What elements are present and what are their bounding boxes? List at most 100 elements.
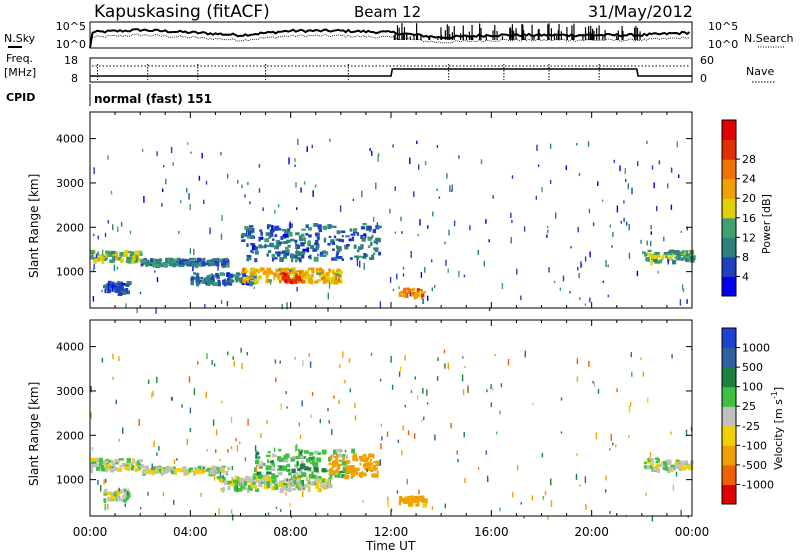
data-cell: [153, 466, 158, 471]
data-cell: [132, 459, 136, 464]
data-cell: [250, 482, 254, 487]
data-cell: [212, 419, 215, 426]
data-cell: [671, 354, 673, 359]
data-cell: [196, 272, 199, 276]
data-cell: [239, 479, 244, 483]
data-cell: [421, 496, 425, 499]
data-cell: [296, 444, 298, 451]
data-cell: [398, 371, 401, 377]
data-cell: [516, 268, 518, 275]
data-cell: [420, 272, 423, 278]
data-cell: [675, 461, 679, 465]
data-cell: [167, 257, 171, 262]
data-cell: [289, 503, 291, 507]
data-cell: [107, 287, 112, 290]
data-cell: [377, 461, 381, 466]
data-cell: [682, 253, 686, 256]
data-cell: [353, 457, 358, 461]
data-cell: [404, 355, 406, 361]
data-cell: [101, 357, 104, 363]
data-cell: [287, 272, 292, 275]
data-cell: [647, 466, 653, 469]
data-cell: [649, 253, 653, 258]
data-cell: [499, 410, 501, 415]
data-cell: [270, 463, 274, 468]
data-cell: [293, 480, 297, 485]
data-cell: [381, 436, 383, 441]
data-cell: [106, 463, 111, 467]
data-cell: [299, 483, 304, 488]
data-cell: [90, 468, 94, 474]
data-cell: [269, 242, 275, 247]
data-cell: [302, 360, 304, 367]
data-cell: [254, 250, 259, 255]
data-cell: [360, 458, 365, 462]
data-cell: [216, 257, 220, 263]
data-cell: [281, 486, 284, 491]
data-cell: [186, 468, 190, 472]
data-cell: [301, 460, 304, 464]
data-cell: [250, 249, 253, 253]
data-cell: [279, 488, 284, 494]
data-cell: [129, 254, 135, 257]
data-cell: [137, 468, 141, 471]
data-cell: [469, 225, 471, 231]
data-cell: [307, 487, 311, 492]
data-cell: [376, 471, 379, 474]
data-cell: [267, 270, 273, 274]
data-cell: [380, 443, 382, 450]
data-cell: [423, 498, 428, 504]
data-cell: [271, 485, 276, 491]
data-cell: [282, 234, 286, 238]
data-cell: [227, 351, 229, 356]
data-cell: [258, 244, 262, 249]
data-cell: [212, 261, 215, 265]
data-cell: [477, 249, 479, 255]
data-cell: [576, 358, 579, 365]
data-cell: [303, 456, 307, 459]
data-cell: [318, 272, 322, 278]
data-cell: [115, 399, 117, 405]
data-cell: [681, 466, 687, 471]
data-cell: [111, 284, 113, 292]
data-cell: [303, 181, 306, 185]
data-cell: [289, 279, 294, 282]
data-cell: [338, 274, 342, 277]
time-tick-label: 04:00: [173, 525, 208, 539]
data-cell: [301, 280, 305, 284]
data-cell: [276, 251, 281, 256]
data-cell: [96, 457, 100, 461]
data-cell: [274, 209, 276, 214]
data-cell: [146, 263, 151, 267]
data-cell: [102, 249, 104, 257]
data-cell: [294, 356, 296, 360]
data-cell: [156, 277, 159, 283]
data-cell: [255, 450, 258, 453]
data-cell: [255, 479, 260, 483]
data-cell: [290, 238, 295, 242]
data-cell: [190, 280, 194, 286]
data-cell: [328, 472, 331, 476]
data-cell: [298, 257, 302, 263]
data-cell: [410, 390, 413, 394]
data-cell: [156, 151, 158, 156]
data-cell: [260, 433, 262, 438]
data-cell: [245, 270, 249, 273]
data-cell: [205, 180, 208, 185]
data-cell: [286, 302, 288, 310]
data-cell: [653, 182, 655, 189]
data-cell: [292, 476, 297, 481]
data-cell: [203, 199, 205, 204]
data-cell: [286, 406, 288, 409]
data-cell: [112, 466, 118, 471]
colorbar-swatch: [722, 237, 736, 258]
data-cell: [270, 232, 274, 237]
data-cell: [134, 260, 139, 263]
data-cell: [305, 233, 309, 236]
data-cell: [411, 496, 415, 500]
data-cell: [171, 258, 176, 263]
colorbar-swatch: [722, 484, 736, 505]
colorbar-tick-label: 24: [742, 173, 756, 186]
data-cell: [295, 465, 299, 470]
data-cell: [240, 276, 245, 280]
